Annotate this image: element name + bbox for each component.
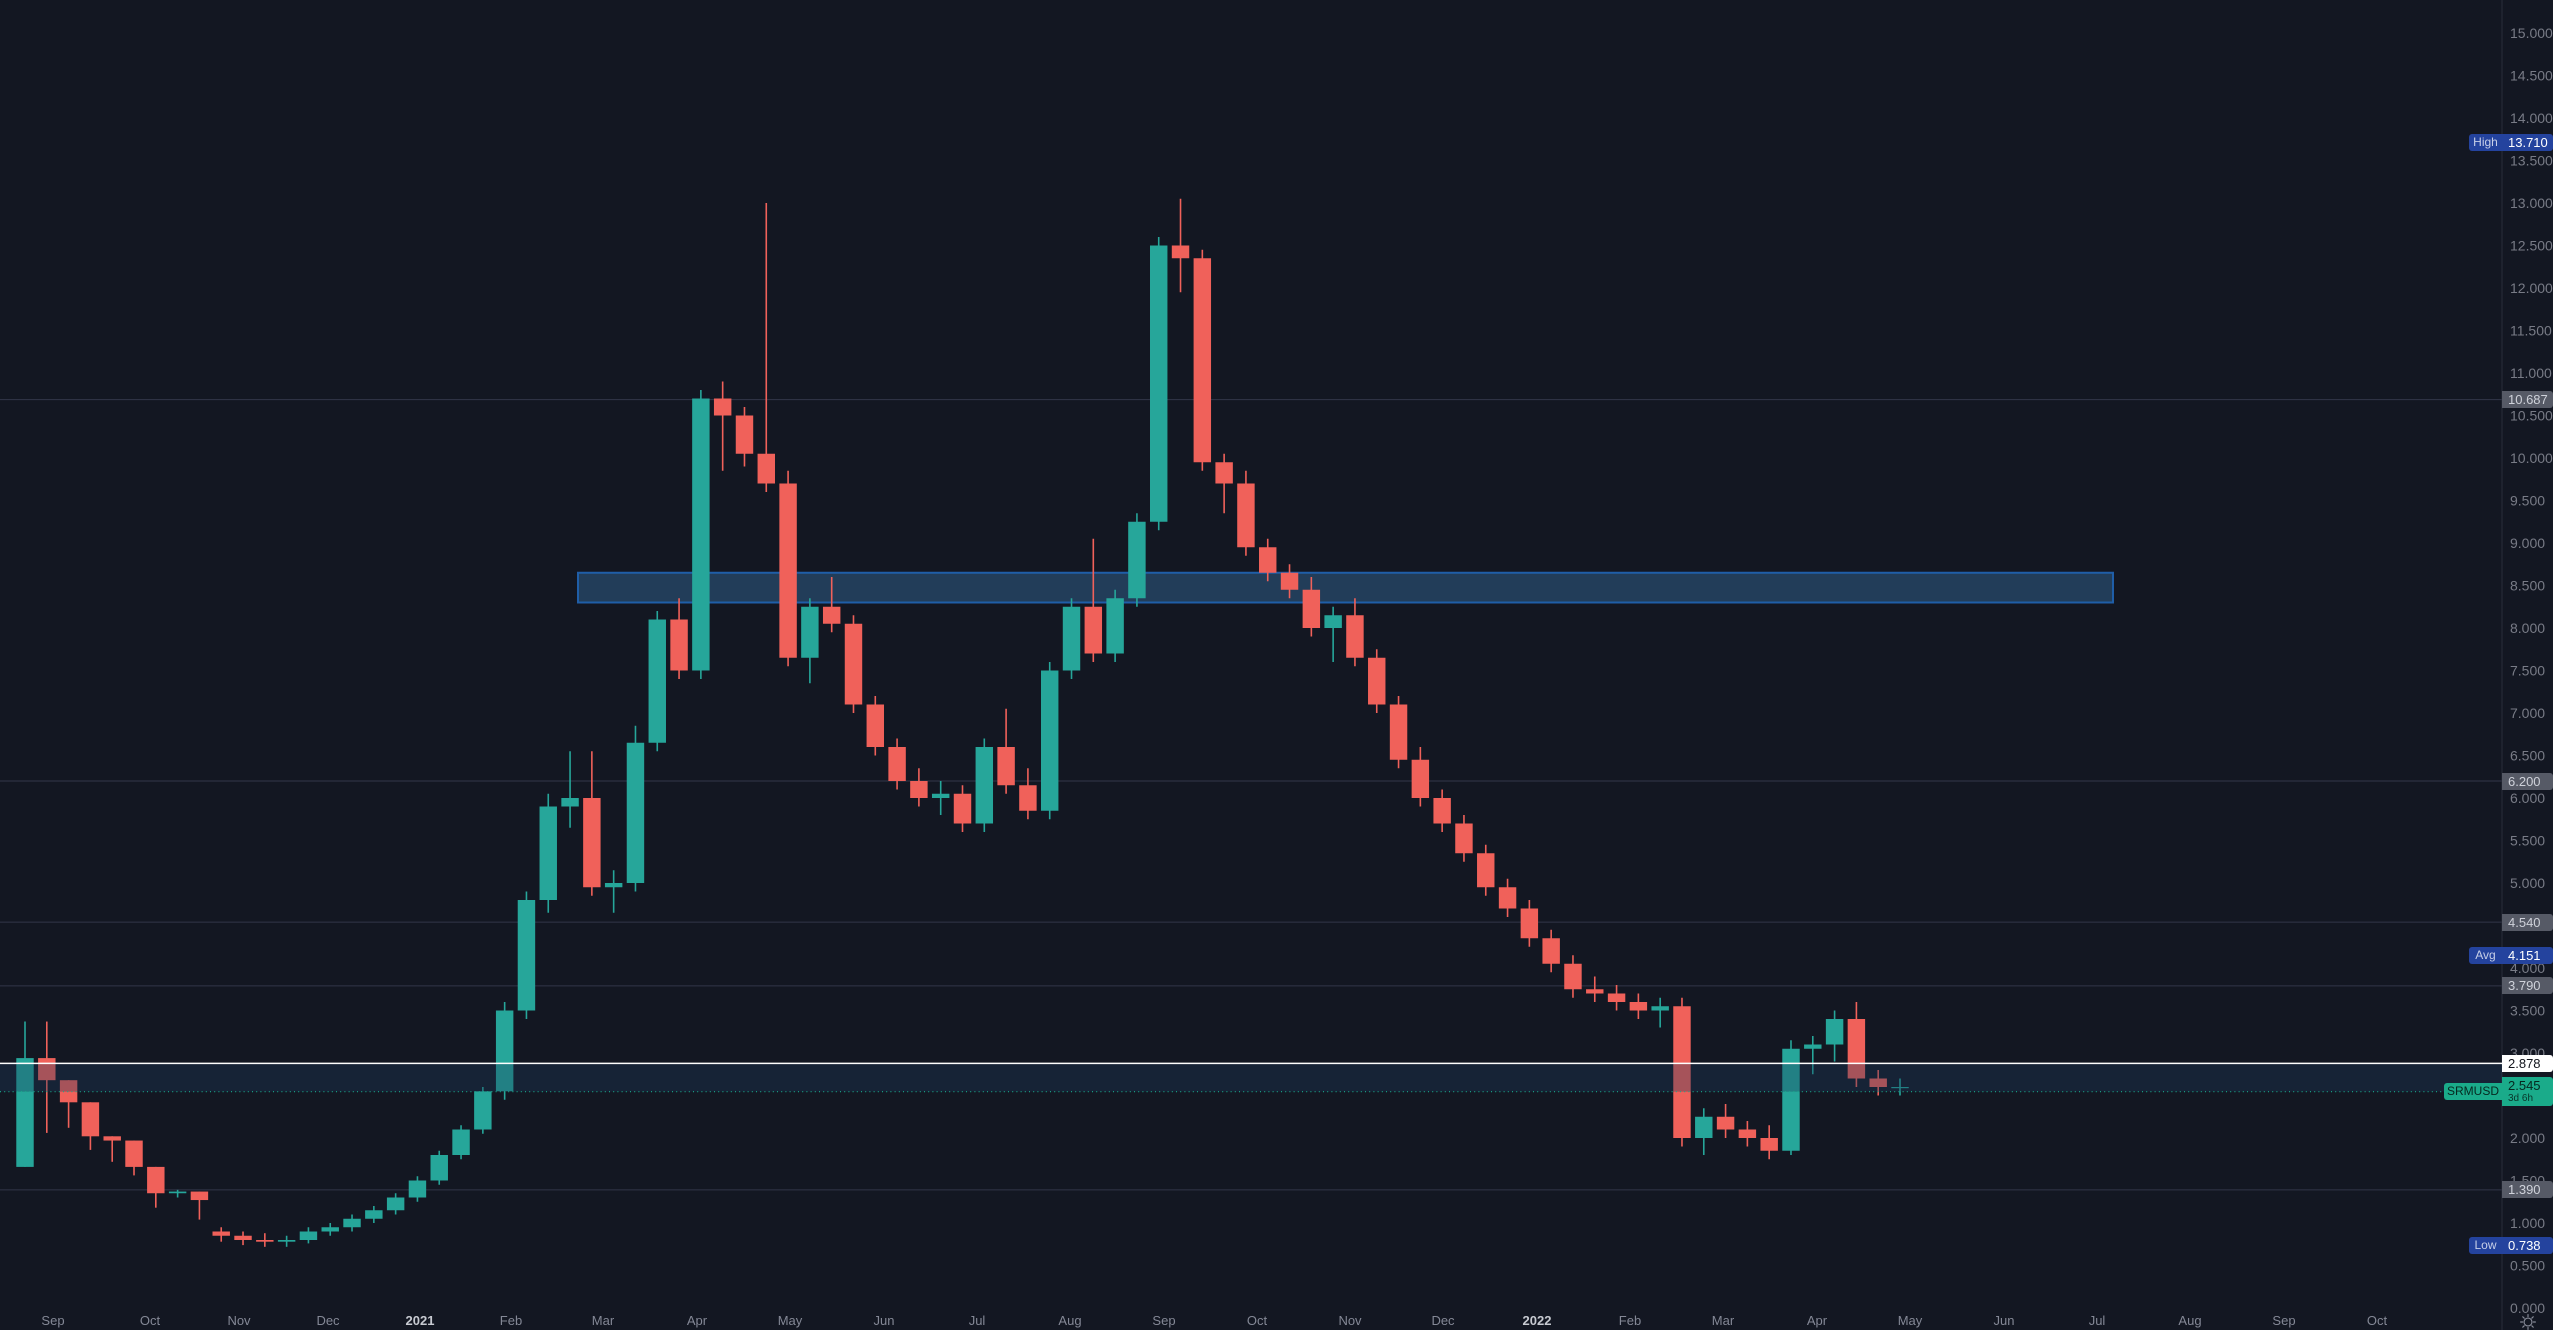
svg-text:6.000: 6.000 [2510, 790, 2545, 806]
svg-text:0.500: 0.500 [2510, 1258, 2545, 1274]
svg-text:7.500: 7.500 [2510, 663, 2545, 679]
svg-text:12.000: 12.000 [2510, 280, 2553, 296]
svg-text:2.000: 2.000 [2510, 1130, 2545, 1146]
svg-text:14.000: 14.000 [2510, 110, 2553, 126]
svg-text:5.000: 5.000 [2510, 875, 2545, 891]
svg-text:9.500: 9.500 [2510, 493, 2545, 509]
svg-text:7.000: 7.000 [2510, 705, 2545, 721]
svg-text:11.500: 11.500 [2510, 323, 2552, 339]
svg-text:5.500: 5.500 [2510, 833, 2545, 849]
svg-text:1.000: 1.000 [2510, 1215, 2545, 1231]
svg-text:10.000: 10.000 [2510, 450, 2553, 466]
svg-text:13.500: 13.500 [2510, 153, 2553, 169]
svg-text:3.500: 3.500 [2510, 1003, 2545, 1019]
svg-text:8.000: 8.000 [2510, 620, 2545, 636]
svg-text:13.000: 13.000 [2510, 195, 2553, 211]
svg-text:9.000: 9.000 [2510, 535, 2545, 551]
svg-text:14.500: 14.500 [2510, 68, 2553, 84]
svg-text:10.500: 10.500 [2510, 408, 2553, 424]
svg-text:15.000: 15.000 [2510, 25, 2553, 41]
svg-text:6.500: 6.500 [2510, 748, 2545, 764]
svg-text:11.000: 11.000 [2510, 365, 2552, 381]
svg-text:12.500: 12.500 [2510, 238, 2553, 254]
svg-text:8.500: 8.500 [2510, 578, 2545, 594]
